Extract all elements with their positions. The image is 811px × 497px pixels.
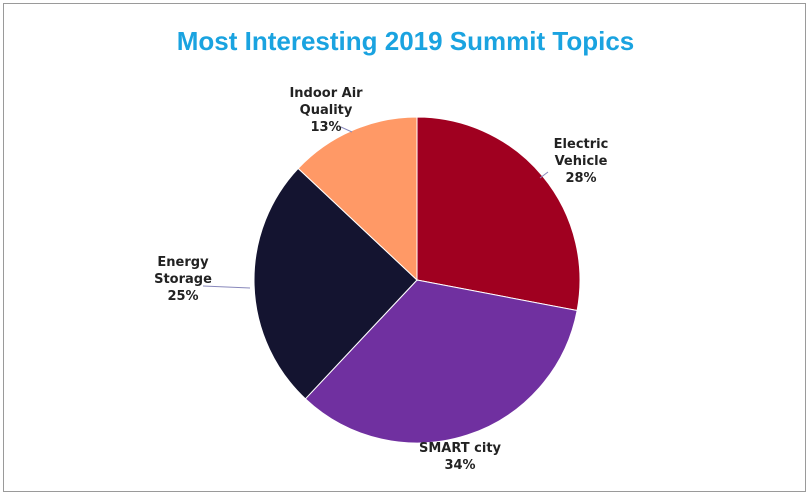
chart-title: Most Interesting 2019 Summit Topics xyxy=(176,26,635,56)
leader-line-energy-storage xyxy=(202,285,251,289)
slice-label-electric-vehicle: Electric Vehicle 28% xyxy=(554,137,609,186)
slice-label-smart-city: SMART city 34% xyxy=(419,441,502,473)
slice-label-indoor-air-quality: Indoor Air Quality 13% xyxy=(289,86,363,135)
leader-line-indoor-air-quality xyxy=(340,126,353,133)
pie-slice-energy-storage xyxy=(253,167,418,400)
leader-line-electric-vehicle xyxy=(539,171,549,179)
slice-label-energy-storage: Energy Storage 25% xyxy=(154,255,212,304)
pie-slice-smart-city xyxy=(304,279,578,444)
pie-slice-indoor-air-quality xyxy=(297,116,418,282)
